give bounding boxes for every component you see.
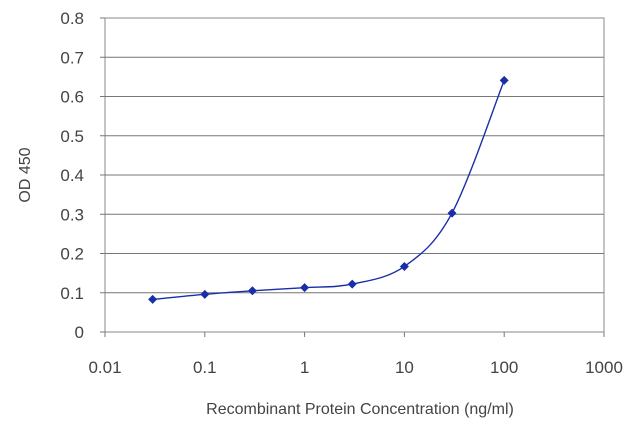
data-point: [247, 286, 257, 296]
data-point: [499, 75, 509, 85]
x-tick-label: 10: [395, 358, 414, 377]
y-tick-label: 0.1: [60, 284, 84, 303]
x-tick-label: 1000: [585, 358, 623, 377]
x-tick-label: 1: [300, 358, 309, 377]
data-point: [300, 283, 310, 293]
y-tick-label: 0.7: [60, 48, 84, 67]
data-point: [399, 261, 409, 271]
x-axis: 0.01 0.1 1 10 100 1000: [88, 332, 623, 377]
series-line: [152, 80, 505, 301]
y-tick-label: 0.6: [60, 88, 84, 107]
data-point: [148, 294, 158, 304]
y-tick-label: 0.2: [60, 245, 84, 264]
data-point: [347, 279, 357, 289]
y-axis: 0 0.1 0.2 0.3 0.4 0.5 0.6 0.7 0.8: [60, 9, 105, 342]
y-tick-label: 0.5: [60, 127, 84, 146]
gridlines: [105, 56, 604, 294]
x-tick-label: 100: [490, 358, 518, 377]
y-tick-label: 0.4: [60, 166, 84, 185]
y-tick-label: 0: [75, 323, 84, 342]
data-points: [148, 75, 509, 304]
x-axis-title: Recombinant Protein Concentration (ng/ml…: [206, 401, 514, 418]
data-point: [447, 208, 457, 218]
data-point: [200, 289, 210, 299]
y-tick-label: 0.3: [60, 205, 84, 224]
y-tick-label: 0.8: [60, 9, 84, 28]
x-tick-label: 0.1: [193, 358, 217, 377]
y-axis-title: OD 450: [17, 147, 34, 202]
x-tick-label: 0.01: [88, 358, 121, 377]
